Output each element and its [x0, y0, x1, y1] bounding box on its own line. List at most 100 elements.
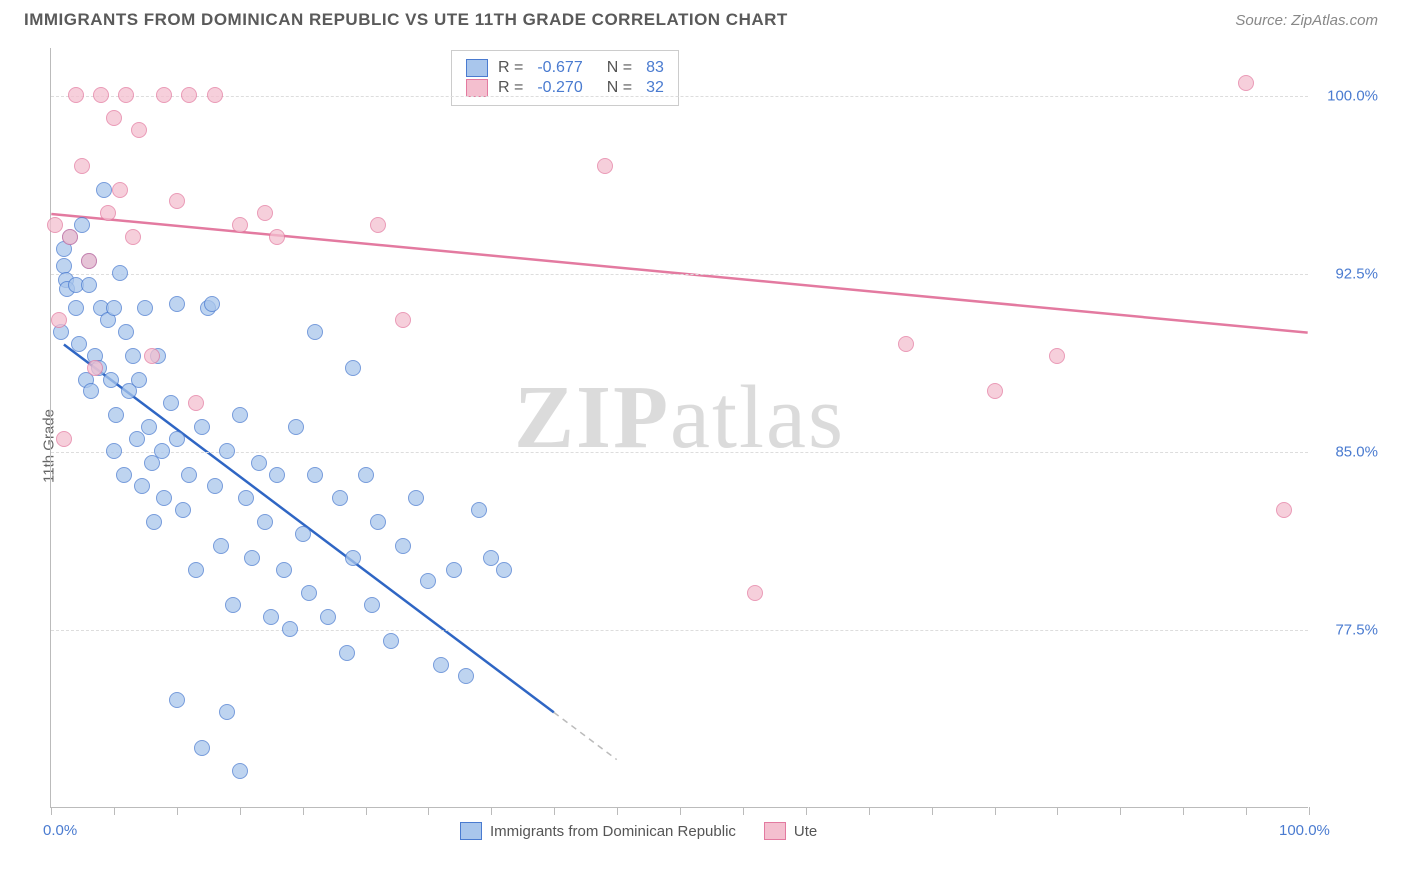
source-credit: Source: ZipAtlas.com — [1235, 12, 1378, 29]
data-point — [116, 467, 132, 483]
correlation-legend: R =-0.677N =83R =-0.270N =32 — [451, 50, 679, 106]
data-point — [597, 158, 613, 174]
data-point — [156, 87, 172, 103]
data-point — [307, 324, 323, 340]
x-tick — [1120, 807, 1121, 815]
x-tick — [1246, 807, 1247, 815]
data-point — [332, 490, 348, 506]
legend-swatch — [466, 79, 488, 97]
data-point — [207, 87, 223, 103]
data-point — [74, 217, 90, 233]
data-point — [1276, 502, 1292, 518]
data-point — [238, 490, 254, 506]
data-point — [194, 740, 210, 756]
data-point — [106, 443, 122, 459]
data-point — [263, 609, 279, 625]
x-tick — [743, 807, 744, 815]
data-point — [747, 585, 763, 601]
data-point — [257, 205, 273, 221]
data-point — [232, 763, 248, 779]
data-point — [181, 87, 197, 103]
data-point — [118, 87, 134, 103]
trend-lines — [51, 48, 1308, 807]
x-tick — [617, 807, 618, 815]
data-point — [257, 514, 273, 530]
gridline — [51, 630, 1308, 631]
data-point — [100, 205, 116, 221]
gridline — [51, 96, 1308, 97]
data-point — [408, 490, 424, 506]
data-point — [219, 443, 235, 459]
legend-label: Ute — [794, 823, 817, 840]
y-tick-label: 77.5% — [1318, 621, 1378, 638]
data-point — [112, 265, 128, 281]
data-point — [370, 514, 386, 530]
x-tick-label: 0.0% — [43, 822, 77, 839]
data-point — [154, 443, 170, 459]
x-tick-label: 100.0% — [1279, 822, 1330, 839]
data-point — [295, 526, 311, 542]
data-point — [207, 478, 223, 494]
data-point — [125, 229, 141, 245]
x-tick — [491, 807, 492, 815]
data-point — [125, 348, 141, 364]
data-point — [83, 383, 99, 399]
data-point — [269, 467, 285, 483]
data-point — [71, 336, 87, 352]
data-point — [1049, 348, 1065, 364]
x-tick — [428, 807, 429, 815]
data-point — [141, 419, 157, 435]
data-point — [458, 668, 474, 684]
chart-title: IMMIGRANTS FROM DOMINICAN REPUBLIC VS UT… — [24, 10, 788, 30]
data-point — [96, 182, 112, 198]
data-point — [131, 372, 147, 388]
watermark: ZIPatlas — [514, 366, 845, 469]
data-point — [68, 87, 84, 103]
x-tick — [554, 807, 555, 815]
data-point — [181, 467, 197, 483]
data-point — [898, 336, 914, 352]
data-point — [169, 431, 185, 447]
data-point — [194, 419, 210, 435]
data-point — [93, 87, 109, 103]
data-point — [74, 158, 90, 174]
data-point — [496, 562, 512, 578]
data-point — [108, 407, 124, 423]
x-tick — [932, 807, 933, 815]
data-point — [433, 657, 449, 673]
data-point — [134, 478, 150, 494]
data-point — [106, 300, 122, 316]
data-point — [131, 122, 147, 138]
legend-swatch — [460, 822, 482, 840]
data-point — [307, 467, 323, 483]
data-point — [395, 312, 411, 328]
scatter-plot: ZIPatlas R =-0.677N =83R =-0.270N =32 77… — [50, 48, 1308, 808]
data-point — [103, 372, 119, 388]
data-point — [213, 538, 229, 554]
data-point — [219, 704, 235, 720]
data-point — [225, 597, 241, 613]
data-point — [169, 193, 185, 209]
data-point — [370, 217, 386, 233]
data-point — [81, 277, 97, 293]
data-point — [175, 502, 191, 518]
data-point — [269, 229, 285, 245]
legend-row: R =-0.677N =83 — [466, 59, 664, 77]
data-point — [163, 395, 179, 411]
data-point — [51, 312, 67, 328]
legend-item: Ute — [764, 822, 817, 840]
series-legend: Immigrants from Dominican RepublicUte — [460, 822, 817, 840]
y-tick-label: 92.5% — [1318, 265, 1378, 282]
y-tick-label: 85.0% — [1318, 443, 1378, 460]
data-point — [358, 467, 374, 483]
data-point — [446, 562, 462, 578]
data-point — [471, 502, 487, 518]
data-point — [383, 633, 399, 649]
x-tick — [995, 807, 996, 815]
data-point — [87, 360, 103, 376]
x-tick — [177, 807, 178, 815]
data-point — [204, 296, 220, 312]
data-point — [395, 538, 411, 554]
x-tick — [1309, 807, 1310, 815]
data-point — [364, 597, 380, 613]
